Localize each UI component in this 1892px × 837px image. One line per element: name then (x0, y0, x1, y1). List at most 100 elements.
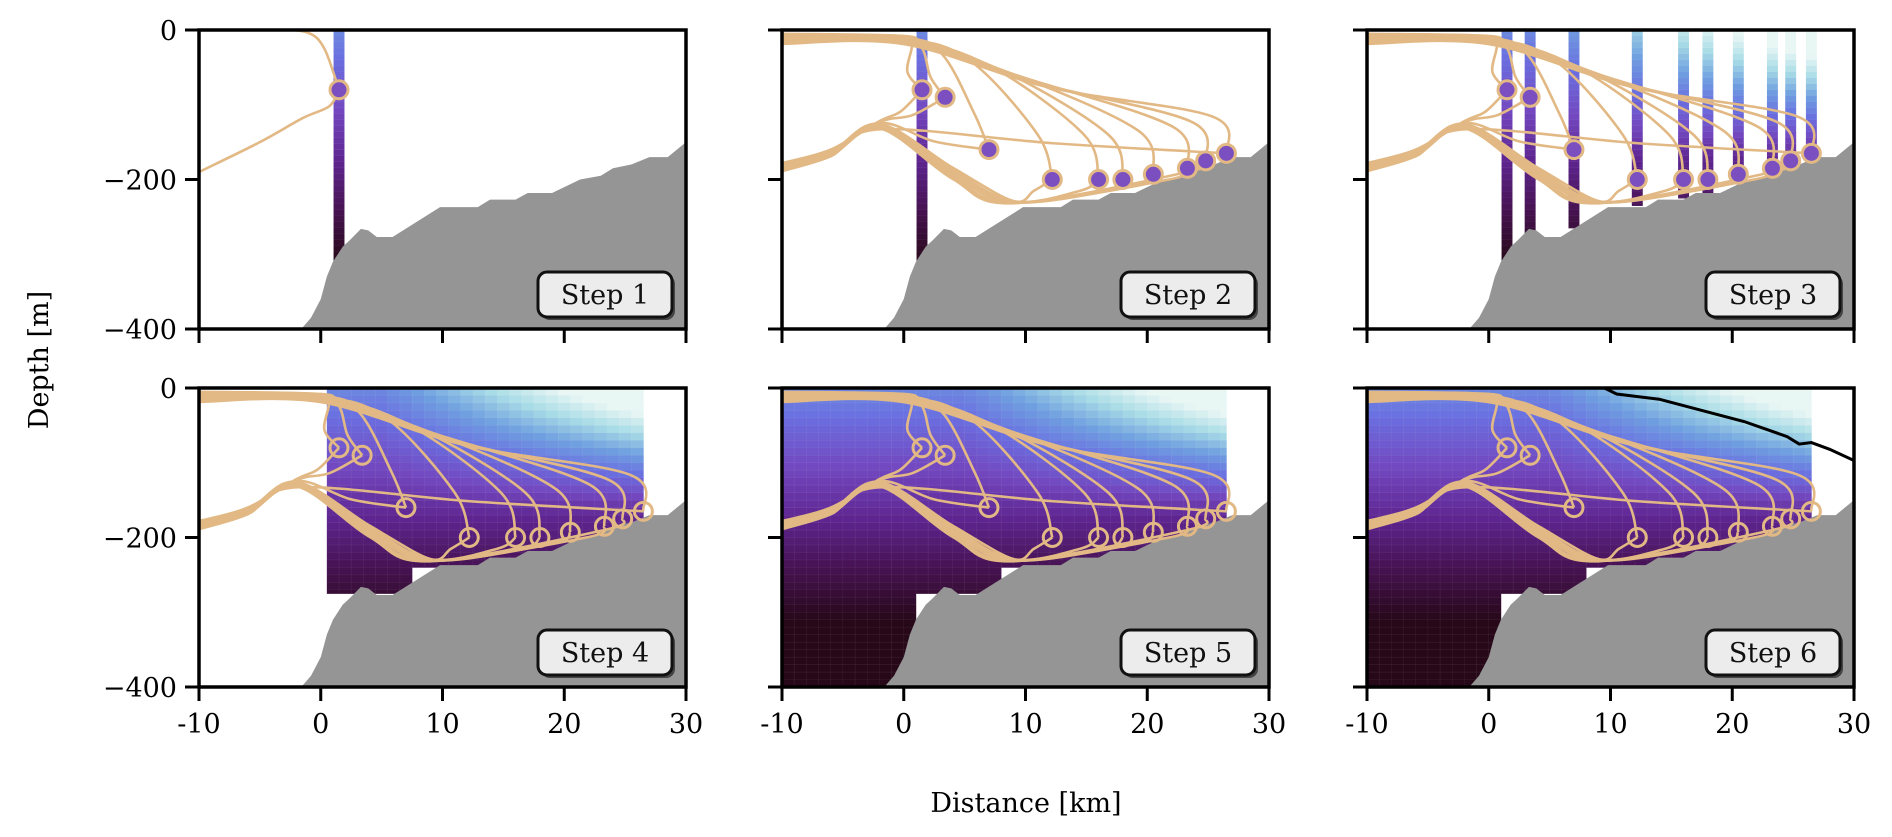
field-cell (879, 664, 893, 673)
field-cell (806, 574, 820, 583)
field-cell (521, 522, 535, 531)
field-cell (1439, 417, 1453, 426)
field-cell (545, 425, 559, 434)
field-cell (1378, 582, 1392, 591)
field-cell (1403, 529, 1417, 539)
field-cell (1464, 544, 1478, 554)
field-cell (1427, 656, 1441, 666)
field-cell (818, 454, 832, 464)
field-cell (1622, 469, 1636, 479)
field-cell (1439, 611, 1453, 621)
profile-cell (1766, 59, 1779, 67)
field-cell (1171, 395, 1185, 404)
field-cell (533, 417, 547, 426)
profile-cell (1732, 35, 1745, 43)
field-cell (1415, 477, 1429, 486)
field-cell (891, 454, 905, 464)
field-cell (1122, 410, 1136, 419)
field-cell (570, 492, 584, 501)
field-cell (1367, 559, 1380, 568)
field-cell (793, 589, 807, 598)
field-cell (891, 559, 905, 568)
field-cell (1768, 447, 1782, 456)
field-cell (1610, 395, 1624, 404)
field-cell (830, 417, 844, 426)
field-cell (496, 425, 511, 434)
profile-cell (333, 155, 345, 163)
field-cell (1464, 596, 1478, 606)
field-cell (830, 537, 844, 546)
profile-cell (1501, 233, 1513, 240)
profile-cell (1702, 35, 1714, 43)
field-cell (1719, 447, 1733, 456)
field-cell (818, 469, 832, 479)
field-cell (818, 544, 832, 554)
field-cell (1464, 402, 1478, 412)
profile-cell (333, 41, 345, 49)
trajectory-lower (782, 124, 1124, 204)
field-cell (545, 492, 559, 501)
field-cell (545, 507, 559, 516)
field-cell (533, 402, 547, 412)
profile-cell (333, 119, 345, 127)
field-cell (411, 537, 425, 546)
field-cell (423, 529, 438, 539)
step-label-box (1119, 628, 1257, 677)
field-cell (1719, 514, 1733, 524)
field-cell (830, 477, 844, 486)
field-cell (1707, 514, 1721, 524)
field-cell (891, 544, 905, 554)
field-cell (1025, 499, 1039, 509)
field-cell (436, 514, 450, 524)
field-cell (1367, 469, 1380, 479)
field-cell (521, 410, 535, 419)
field-cell (806, 656, 820, 666)
field-cell (806, 522, 820, 531)
field-cell (1171, 402, 1185, 412)
field-cell (988, 402, 1002, 412)
profile-cell (1568, 119, 1580, 127)
field-cell (1476, 499, 1490, 509)
profile-cell (1702, 137, 1714, 145)
field-cell (1549, 589, 1563, 595)
field-cell (782, 611, 795, 621)
field-cell (1367, 596, 1380, 606)
field-cell (618, 395, 632, 404)
field-cell (1367, 499, 1380, 509)
field-cell (1561, 559, 1575, 568)
field-cell (545, 417, 559, 426)
field-cell (1415, 589, 1429, 598)
field-cell (854, 596, 868, 606)
field-cell (509, 432, 523, 441)
field-cell (1013, 537, 1027, 546)
field-cell (1488, 537, 1502, 546)
field-cell (411, 410, 425, 419)
field-cell (1731, 440, 1746, 449)
field-cell (1512, 567, 1526, 576)
field-cell (1634, 492, 1648, 501)
field-cell (1415, 529, 1429, 539)
field-cell (793, 664, 807, 673)
field-cell (1403, 425, 1417, 434)
step-label-box (536, 270, 674, 319)
field-cell (782, 641, 795, 651)
step-label-box (1119, 270, 1257, 319)
field-cell (1549, 402, 1563, 412)
field-cell (1415, 559, 1429, 568)
field-cell (338, 589, 352, 595)
profile-cell (1805, 89, 1818, 97)
field-cell (1622, 410, 1636, 419)
field-cell (1488, 559, 1502, 568)
field-cell (1500, 529, 1514, 539)
field-cell (1537, 507, 1551, 516)
field-cell (1476, 552, 1490, 561)
field-cell (1025, 462, 1039, 471)
field-cell (630, 440, 644, 449)
field-cell (411, 454, 425, 464)
field-cell (842, 619, 856, 628)
field-cell (915, 537, 929, 546)
station-marker (1563, 497, 1585, 519)
field-cell (830, 410, 844, 419)
field-cell (939, 477, 954, 486)
profile-cell (1702, 83, 1714, 91)
